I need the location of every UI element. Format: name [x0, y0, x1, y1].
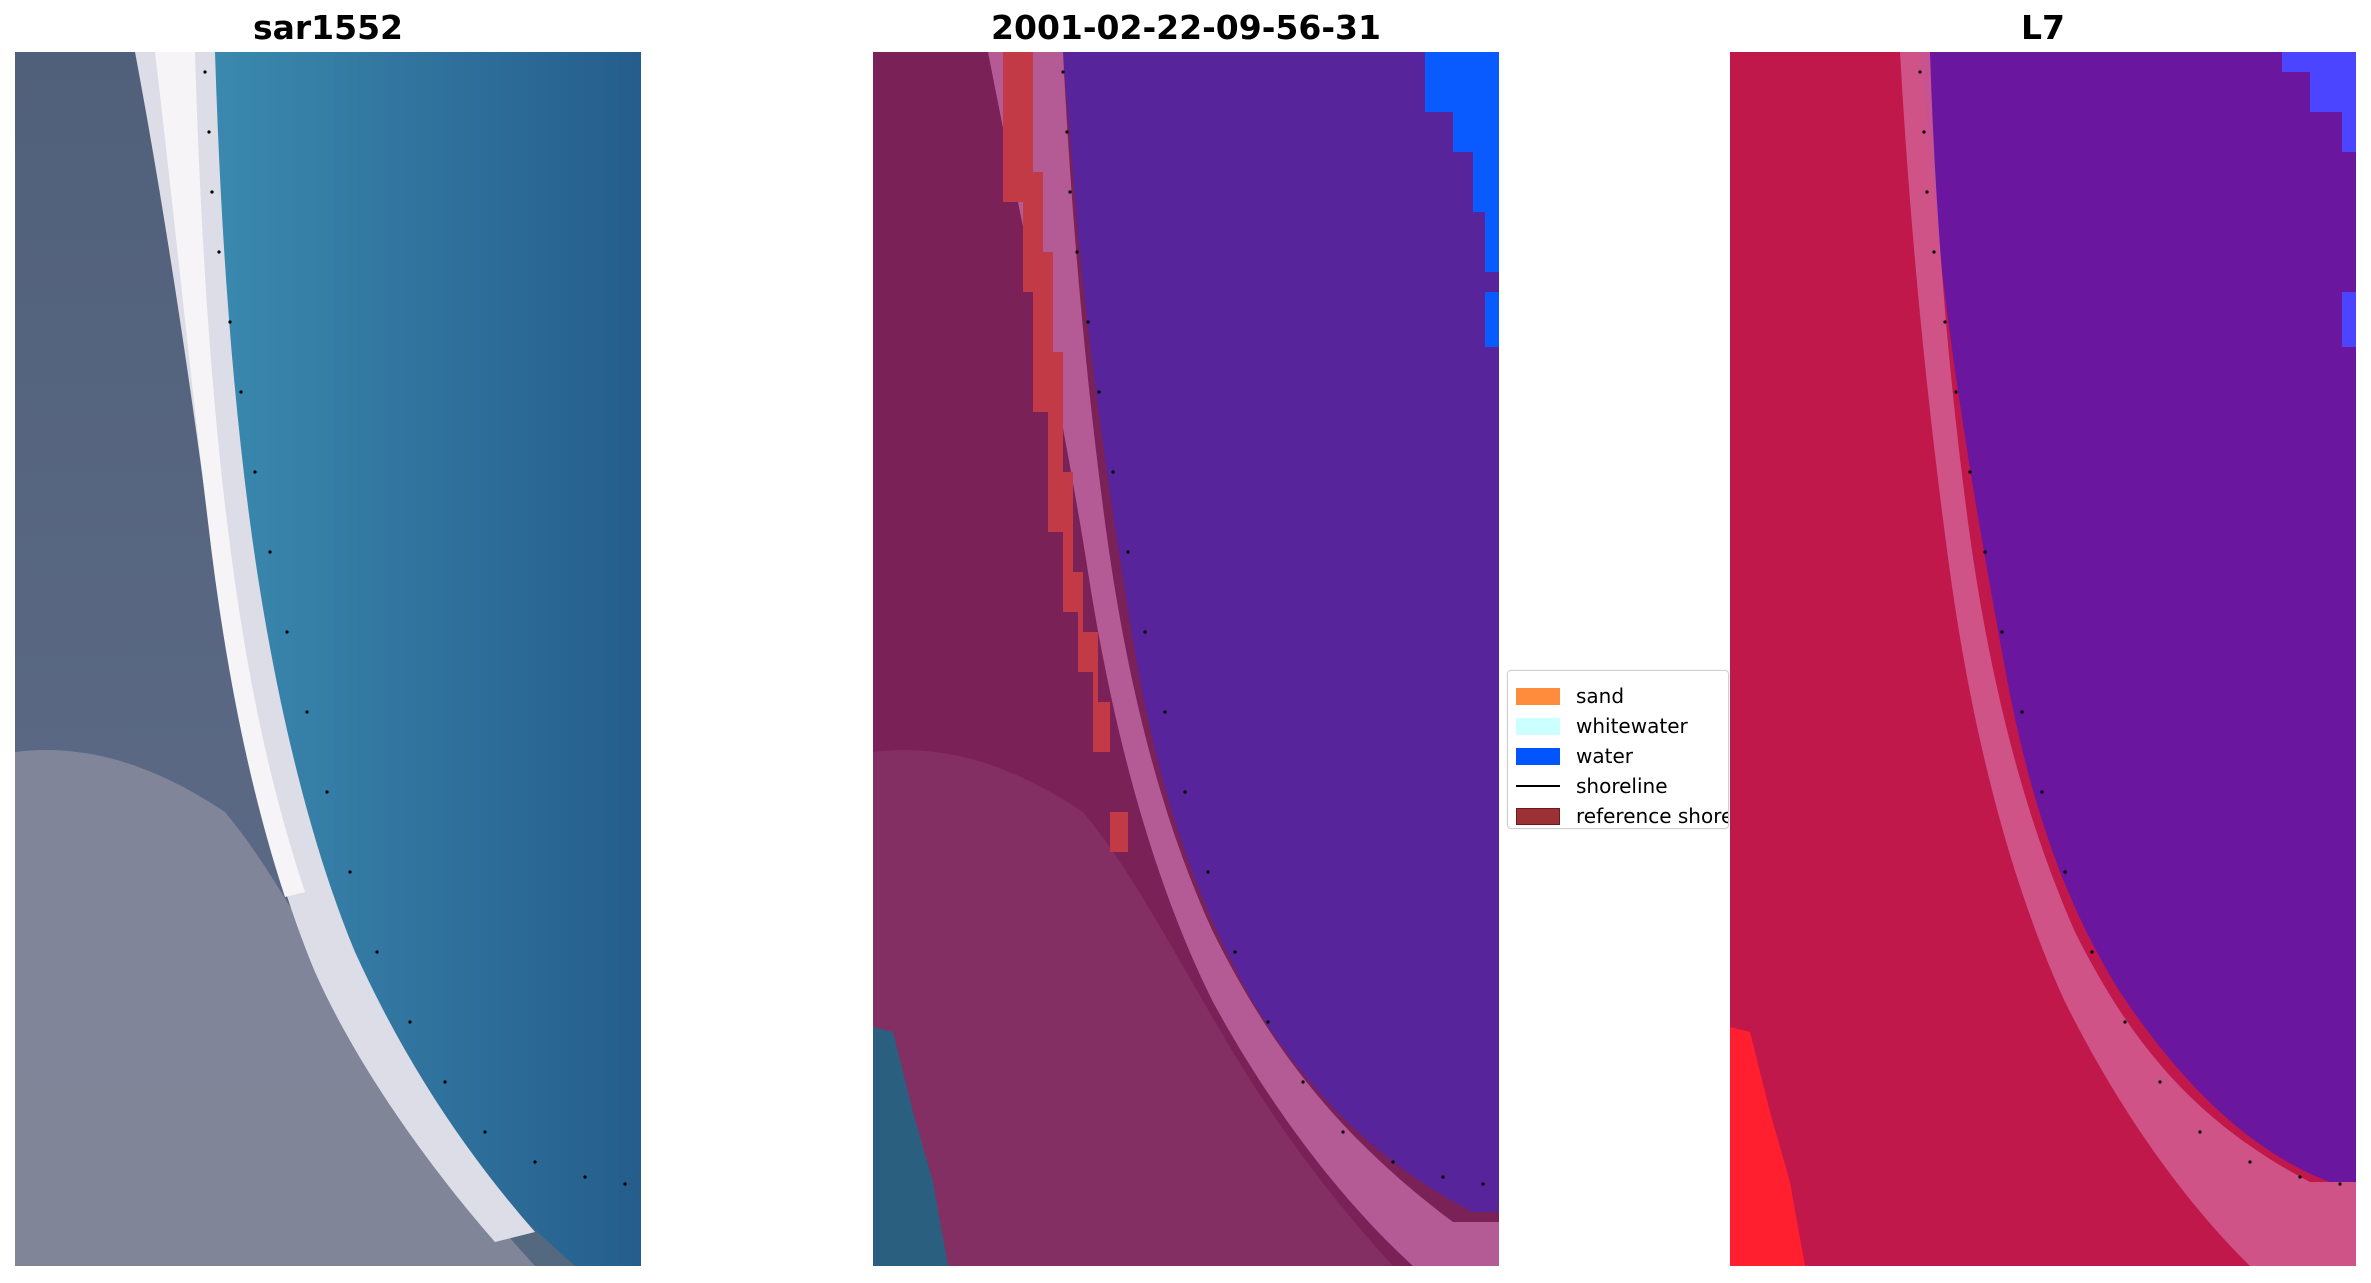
legend-swatch-sand [1516, 687, 1560, 705]
nir-image-panel [1730, 52, 2356, 1266]
panel-title-rgb: sar1552 [252, 8, 404, 47]
legend-swatch-reference-shoreline [1516, 807, 1560, 825]
shoreline-dots [203, 70, 627, 1186]
shoreline-dots [1918, 70, 2342, 1186]
classification-image-panel [873, 52, 1499, 1266]
panel-title-classification: 2001-02-22-09-56-31 [991, 8, 1381, 47]
panel-title-nir: L7 [2021, 8, 2065, 47]
legend-item-reference-shoreline: reference shoreline [1516, 802, 1728, 828]
legend-swatch-water [1516, 747, 1560, 765]
legend-item-shoreline: shoreline [1516, 772, 1668, 800]
rgb-satellite-image [15, 52, 641, 1266]
legend-item-water: water [1516, 742, 1633, 770]
legend-label-sand: sand [1576, 684, 1625, 708]
legend-label-reference-shoreline: reference shoreline [1576, 804, 1728, 828]
rgb-image-panel [15, 52, 641, 1266]
legend-line-shoreline [1516, 785, 1560, 787]
legend-item-whitewater: whitewater [1516, 712, 1688, 740]
legend: sand whitewater water shoreline referenc… [1507, 670, 1729, 829]
legend-swatch-whitewater [1516, 717, 1560, 735]
classified-image [873, 52, 1499, 1266]
legend-label-whitewater: whitewater [1576, 714, 1688, 738]
legend-label-water: water [1576, 744, 1633, 768]
false-color-image [1730, 52, 2356, 1266]
shoreline-dots [1061, 70, 1485, 1186]
legend-item-sand: sand [1516, 682, 1624, 710]
legend-label-shoreline: shoreline [1576, 774, 1668, 798]
